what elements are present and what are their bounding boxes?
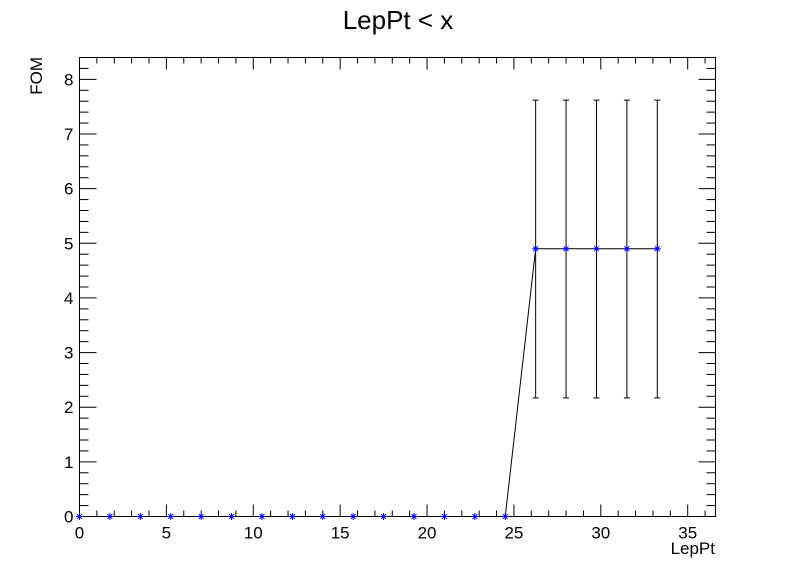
x-tick-label: 20 — [418, 524, 437, 543]
x-tick-label: 30 — [591, 524, 610, 543]
y-tick-label: 7 — [64, 125, 73, 144]
data-point — [228, 513, 236, 520]
x-tick-label: 10 — [244, 524, 263, 543]
data-point-stroke — [411, 513, 417, 520]
data-point-stroke — [563, 245, 569, 252]
data-point — [623, 245, 631, 253]
data-point — [501, 513, 509, 520]
x-tick-label: 15 — [331, 524, 350, 543]
y-axis-title: FOM — [27, 57, 46, 95]
y-tick-label: 3 — [64, 344, 73, 363]
data-point — [440, 513, 448, 520]
data-point — [319, 513, 327, 520]
data-point — [167, 513, 175, 520]
chart-title: LepPt < x — [343, 5, 454, 35]
data-point — [106, 513, 114, 520]
data-point-stroke — [319, 513, 326, 520]
data-point-stroke — [259, 513, 265, 520]
data-point — [380, 513, 388, 520]
y-tick-label: 4 — [64, 289, 73, 308]
x-tick-label: 25 — [504, 524, 523, 543]
tick-labels: 0 5 10 15 20 25 30 35 0 1 2 3 4 5 6 7 8 — [64, 70, 697, 542]
y-tick-label: 0 — [64, 508, 73, 527]
data-point-stroke — [167, 513, 174, 520]
data-point-stroke — [654, 245, 661, 252]
data-point-stroke — [289, 513, 296, 520]
y-tick-label: 2 — [64, 398, 73, 417]
data-point-stroke — [624, 245, 630, 252]
data-point-stroke — [502, 513, 509, 520]
data-point-stroke — [441, 513, 448, 520]
data-point — [197, 513, 205, 520]
data-point — [349, 513, 357, 520]
data-point-stroke — [107, 513, 113, 520]
x-tick-label: 5 — [162, 524, 171, 543]
y-tick-label: 6 — [64, 180, 73, 199]
data-point — [288, 513, 296, 520]
y-tick-label: 5 — [64, 234, 73, 253]
x-axis-title: LepPt — [671, 539, 716, 558]
data-point-stroke — [380, 513, 387, 520]
data-point — [258, 513, 266, 520]
data-point-stroke — [532, 245, 539, 252]
data-point-stroke — [472, 513, 478, 520]
data-point — [592, 245, 600, 253]
data-point — [562, 245, 570, 253]
data-point-stroke — [76, 513, 83, 520]
data-point — [136, 513, 144, 520]
data-point — [653, 245, 661, 253]
y-tick-label: 8 — [64, 70, 73, 89]
series-line — [79, 248, 658, 517]
data-markers — [76, 245, 661, 520]
x-tick-label: 35 — [678, 524, 697, 543]
x-tick-label: 0 — [75, 524, 84, 543]
data-point-stroke — [137, 513, 144, 520]
data-point — [471, 513, 479, 520]
axis-ticks — [79, 57, 716, 517]
data-point-stroke — [593, 245, 600, 252]
data-point-stroke — [350, 513, 356, 520]
data-point — [410, 513, 418, 520]
y-tick-label: 1 — [64, 453, 73, 472]
data-point — [76, 513, 83, 520]
data-point-stroke — [198, 513, 204, 520]
data-point-stroke — [228, 513, 235, 520]
data-point — [532, 245, 540, 253]
series-polyline — [79, 248, 658, 517]
